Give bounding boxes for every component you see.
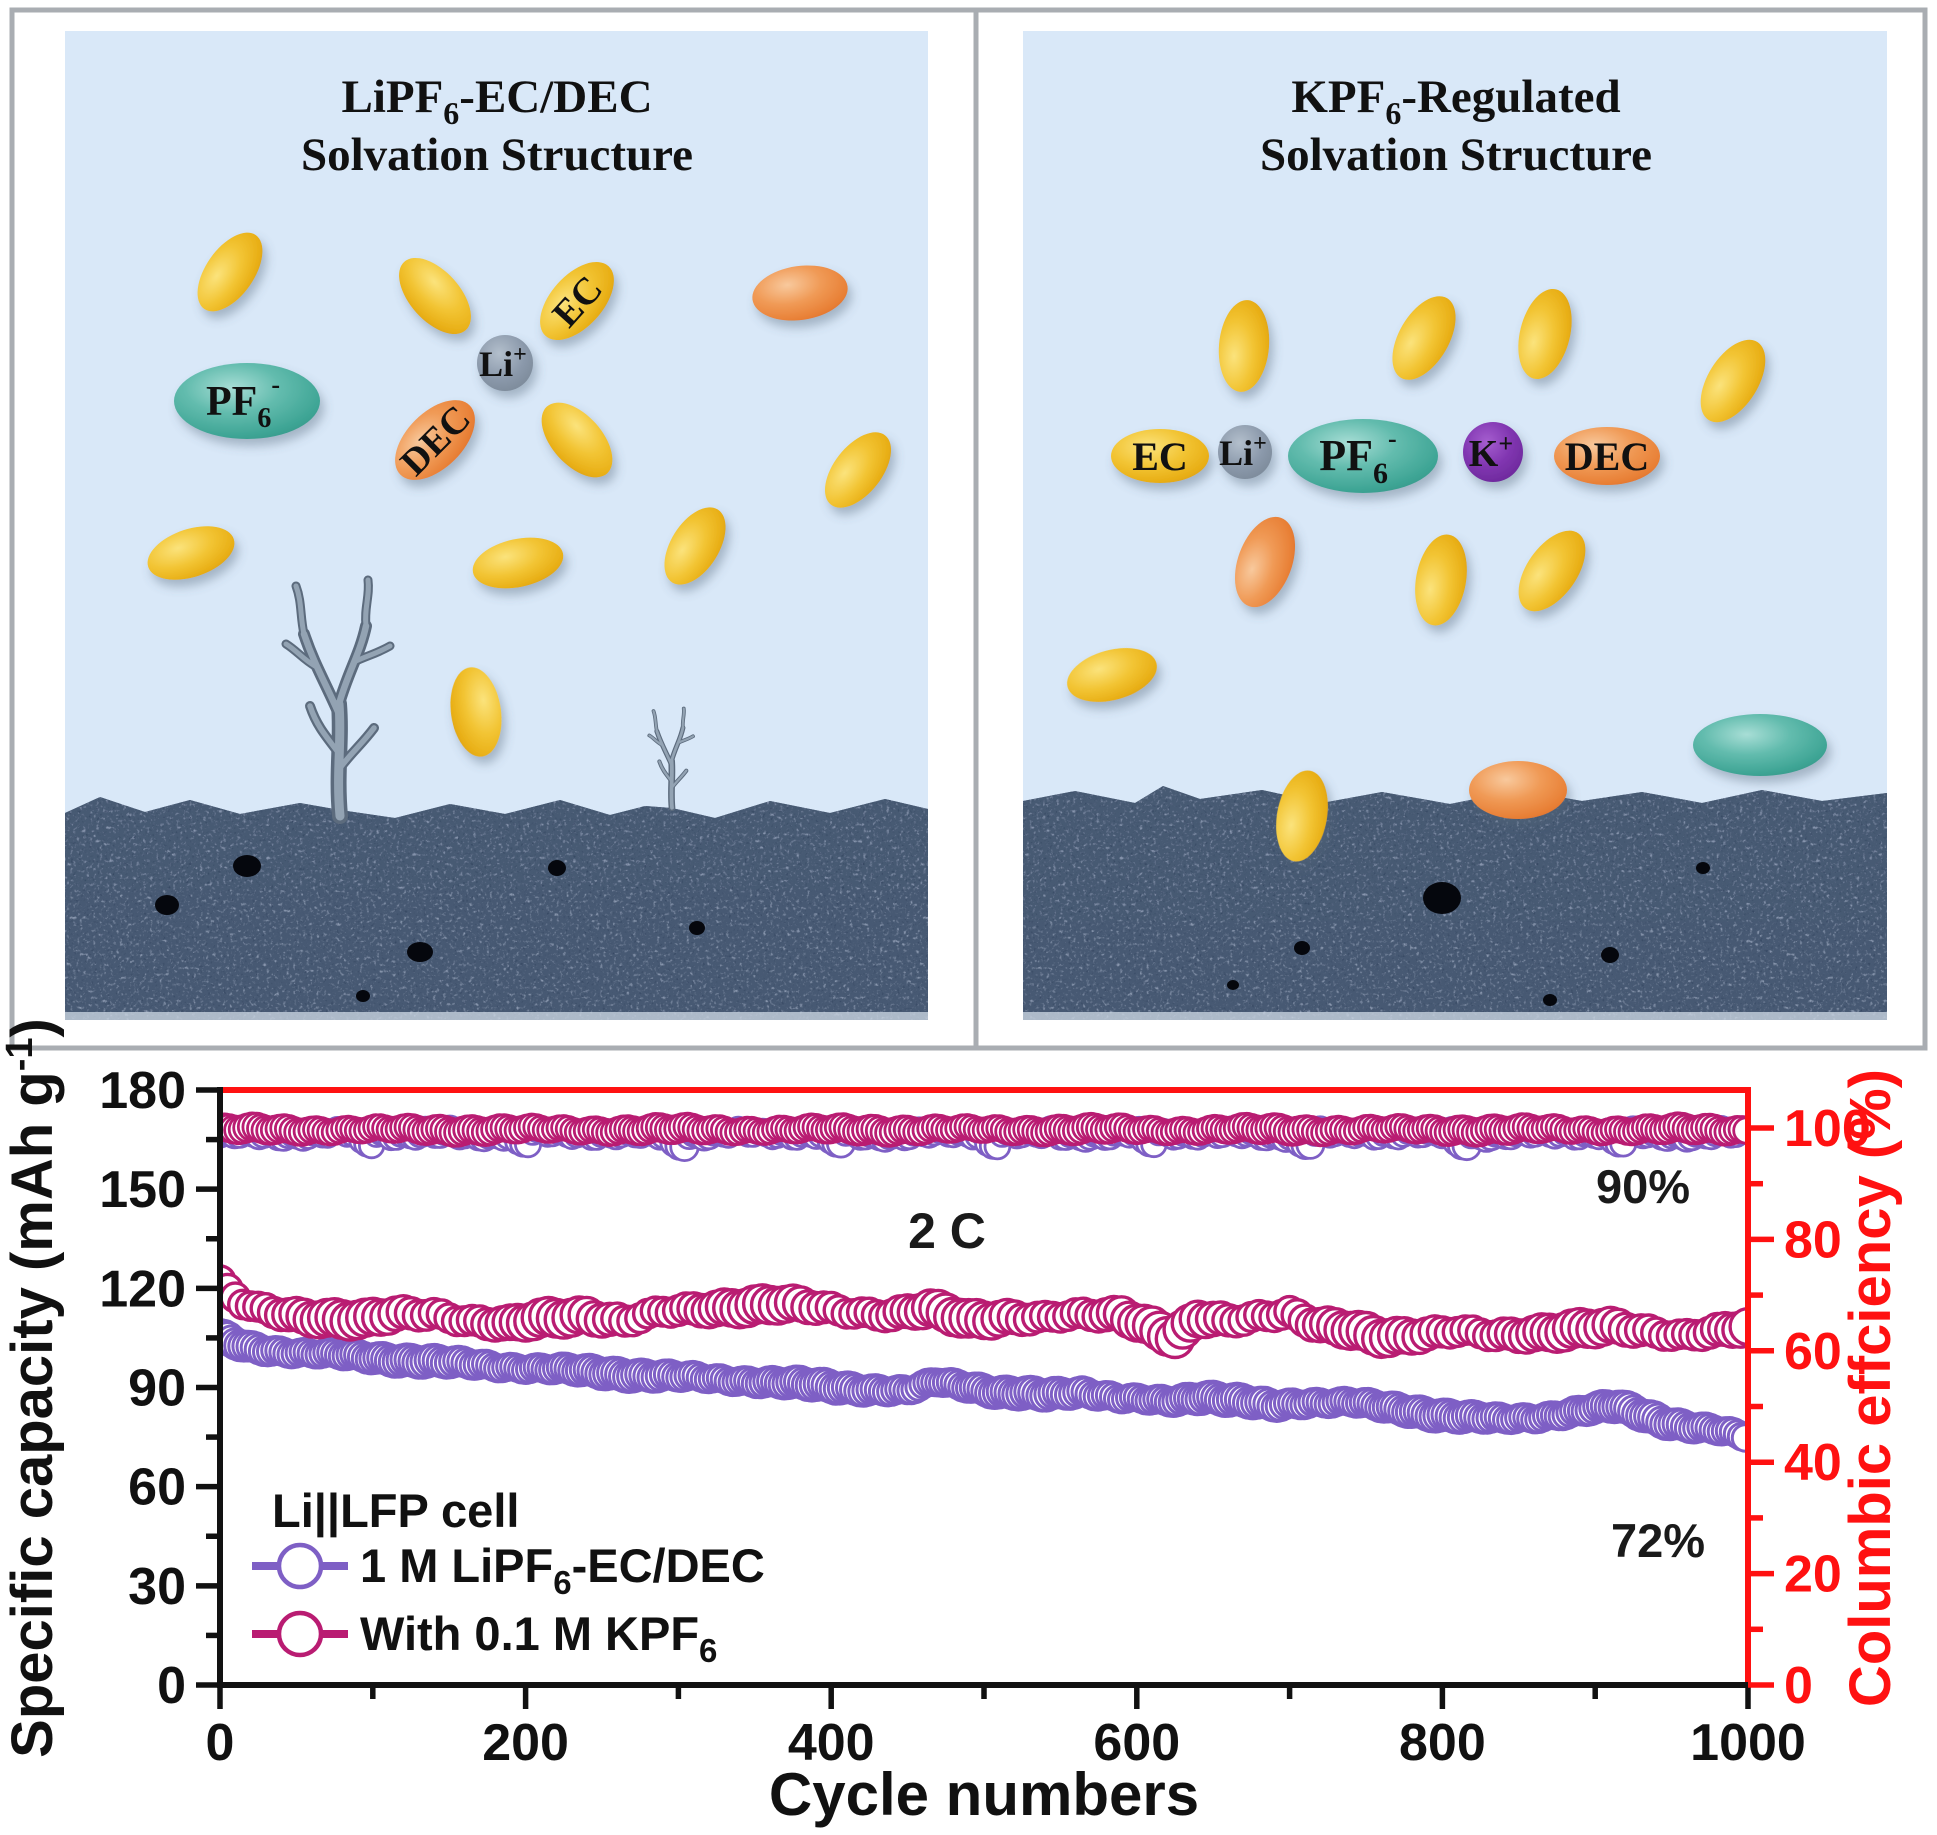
y-left-tick-label: 90	[128, 1360, 186, 1418]
x-axis-title: Cycle numbers	[769, 1761, 1199, 1828]
li-ion-icon	[1218, 425, 1272, 479]
pf6-labeled-molecule	[1288, 419, 1438, 493]
x-tick-label: 800	[1399, 1714, 1486, 1772]
ec-molecule-icon	[472, 537, 564, 589]
right-electrode	[1023, 786, 1887, 1020]
li-ion-icon	[477, 335, 533, 391]
ec-molecule-icon	[450, 667, 502, 757]
ec-molecule-icon	[197, 232, 263, 312]
y-left-tick-label: 180	[99, 1062, 186, 1120]
annotation-retention-lipf6: 72%	[1611, 1514, 1705, 1567]
ec-labeled-molecule	[1111, 429, 1209, 483]
x-tick-label: 400	[788, 1714, 875, 1772]
y-right-tick-label: 0	[1784, 1657, 1813, 1715]
dec-molecule-icon	[752, 265, 848, 321]
right-panel-molecules: EC Li+ PF6- K+ DEC	[1067, 288, 1827, 862]
left-panel-title-line1: LiPF6-EC/DEC	[341, 71, 652, 131]
ec-molecule-icon	[1218, 300, 1270, 392]
schematic-figure: EC DEC PF6- Li+ LiPF6-EC/DEC Solvation S…	[9, 7, 1928, 1051]
pf6-label: PF6-	[206, 370, 280, 434]
y-right-tick-label: 100	[1784, 1100, 1871, 1158]
li-label: Li+	[1219, 431, 1267, 473]
schematic-panel-left: EC DEC PF6- Li+ LiPF6-EC/DEC Solvation S…	[65, 31, 928, 1020]
annotation-retention-kpf6: 90%	[1596, 1160, 1690, 1213]
ec-molecule-icon	[1276, 770, 1328, 862]
y-left-tick-label: 150	[99, 1161, 186, 1219]
pf6-molecule-icon	[1693, 714, 1827, 776]
ec-molecule-icon	[824, 432, 892, 508]
ec-molecule-icon	[1067, 648, 1157, 702]
dec-labeled-molecule	[1554, 427, 1660, 485]
legend-header: Li||LFP cell	[272, 1484, 519, 1537]
li-label: Li+	[479, 342, 527, 384]
ec-molecule-icon	[664, 507, 726, 585]
legend-marker-magenta	[276, 1610, 324, 1658]
dec-labeled-molecule	[395, 400, 475, 480]
dec-label: DEC	[1565, 434, 1649, 479]
schematic-panel-right: EC Li+ PF6- K+ DEC KPF6-Regulated Solvat…	[1023, 31, 1887, 1020]
y-right-tick-label: 40	[1784, 1434, 1842, 1492]
k-ion-icon	[1463, 422, 1523, 482]
pf6-labeled-molecule	[174, 363, 320, 439]
legend-label-lipf6: 1 M LiPF6-EC/DEC	[360, 1539, 765, 1601]
x-tick-label: 600	[1093, 1714, 1180, 1772]
y-left-tick-label: 30	[128, 1558, 186, 1616]
ec-molecule-icon	[1700, 339, 1766, 423]
y-right-axis-title: Columbic effciency (%)	[1838, 1069, 1903, 1707]
ec-molecule-icon	[1392, 296, 1456, 380]
dec-molecule-icon	[1234, 516, 1296, 608]
ec-labeled-molecule	[540, 261, 614, 341]
y-right-tick-label: 80	[1784, 1211, 1842, 1269]
y-left-tick-label: 0	[157, 1657, 186, 1715]
k-label: K+	[1469, 429, 1513, 475]
chart-legend: Li||LFP cell 1 M LiPF6-EC/DEC With 0.1 M…	[252, 1484, 765, 1669]
y-right-tick-label: 60	[1784, 1323, 1842, 1381]
right-panel-title-line2: Solvation Structure	[1260, 129, 1652, 181]
legend-entry-lipf6: 1 M LiPF6-EC/DEC	[252, 1539, 765, 1601]
y-left-axis-title: Specific capacity (mAh g-1)	[0, 1018, 65, 1758]
legend-marker-purple	[276, 1542, 324, 1590]
legend-label-kpf6: With 0.1 M KPF6	[360, 1607, 717, 1669]
chart-series-layer	[220, 1111, 1750, 1453]
ec-molecule-icon	[1415, 534, 1467, 626]
electrode-pores	[1227, 862, 1710, 1006]
y-right-tick-label: 20	[1784, 1546, 1842, 1604]
ec-molecule-icon	[399, 257, 471, 335]
y-left-tick-label: 60	[128, 1459, 186, 1517]
legend-entry-kpf6: With 0.1 M KPF6	[252, 1607, 717, 1669]
annotation-rate: 2 C	[908, 1203, 986, 1259]
x-tick-label: 200	[482, 1714, 569, 1772]
x-tick-label: 1000	[1690, 1714, 1806, 1772]
electrode-pores	[155, 855, 705, 1002]
left-electrode	[65, 797, 928, 1020]
ec-molecule-icon	[147, 526, 235, 580]
x-tick-label: 0	[206, 1714, 235, 1772]
ec-molecule-icon	[1518, 530, 1586, 612]
ec-molecule-icon	[541, 402, 613, 478]
dec-molecule-icon	[1469, 761, 1567, 819]
pf6-label: PF6-	[1319, 424, 1396, 490]
left-panel-title-line2: Solvation Structure	[301, 129, 693, 181]
ec-molecule-icon	[1518, 288, 1572, 380]
ec-label: EC	[1132, 434, 1188, 479]
right-panel-title-line1: KPF6-Regulated	[1291, 71, 1620, 131]
y-left-tick-label: 120	[99, 1260, 186, 1318]
